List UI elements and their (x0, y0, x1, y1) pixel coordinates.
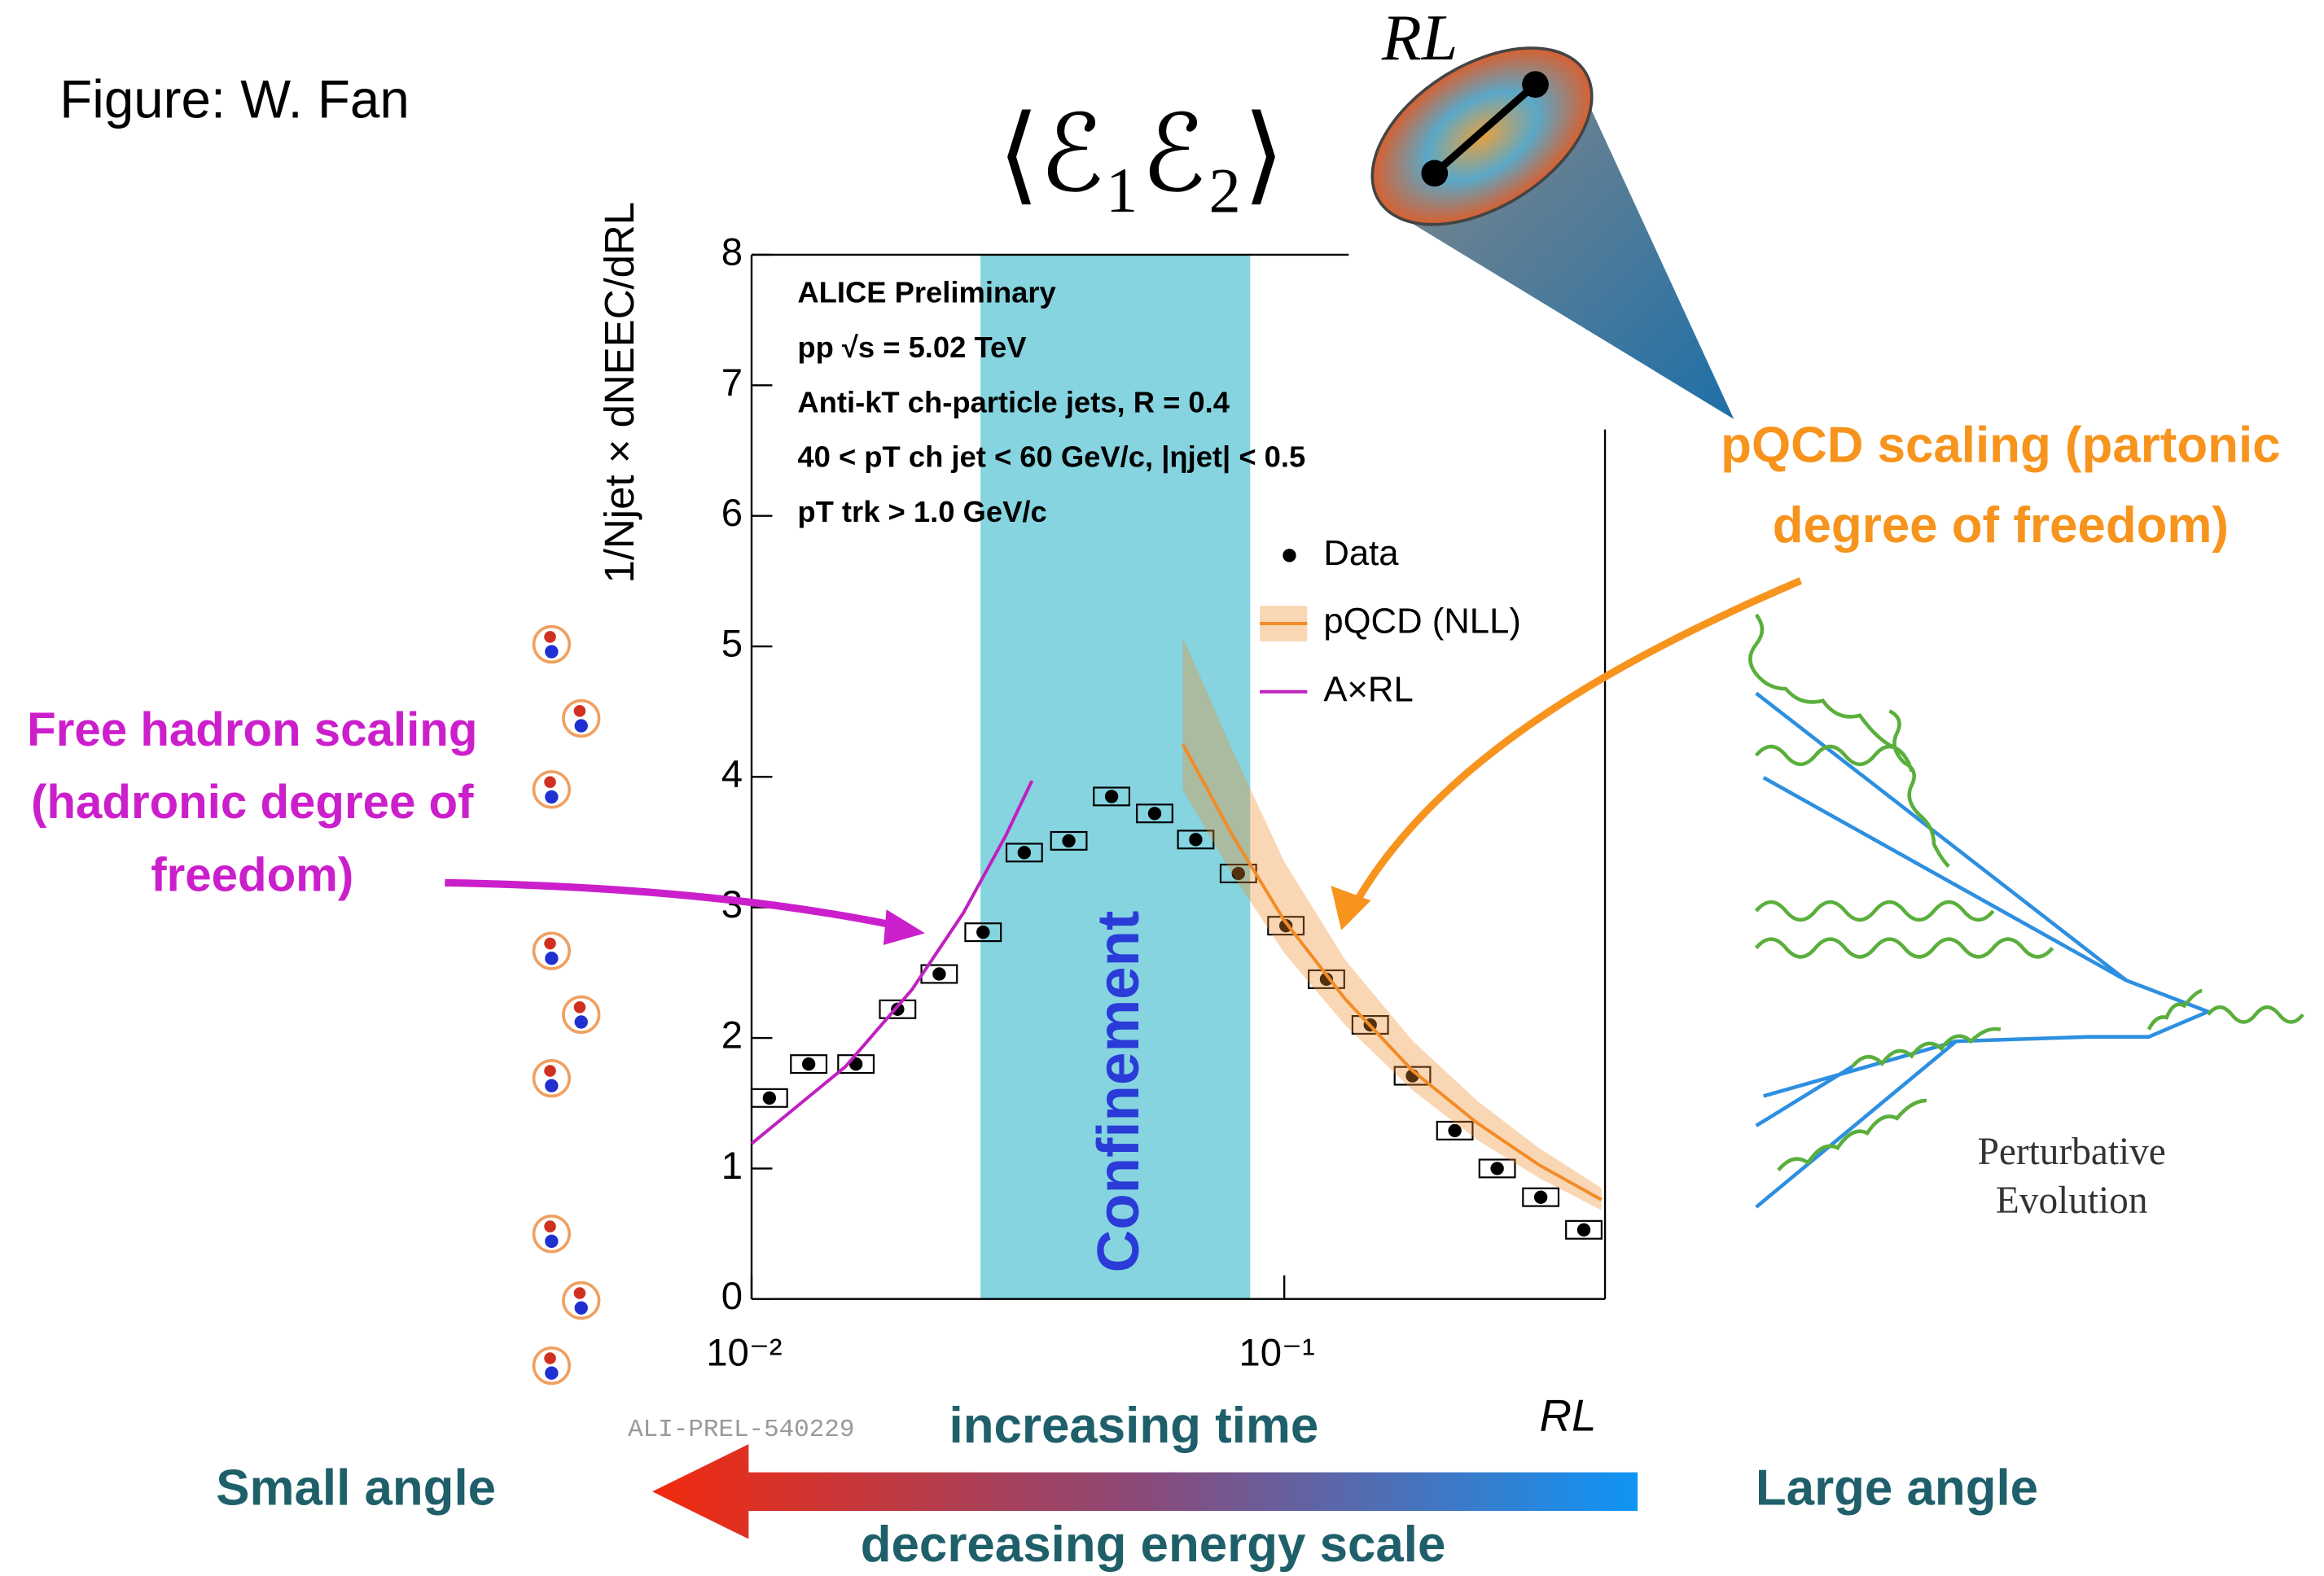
info-line: pT trk > 1.0 GeV/c (797, 495, 1046, 528)
data-point (1018, 846, 1031, 859)
hadron-quark (574, 705, 586, 717)
x-axis-label: RL (1540, 1391, 1597, 1441)
band-label: Confinement (1085, 911, 1151, 1273)
info-line: Anti-kT ch-particle jets, R = 0.4 (797, 385, 1230, 418)
arrow-bottom-label: decreasing energy scale (861, 1517, 1446, 1573)
evolution-note: Perturbative (1978, 1131, 2166, 1173)
credit: Figure: W. Fan (59, 70, 410, 129)
right-end-label: Large angle (1756, 1460, 2038, 1517)
data-point (932, 967, 945, 980)
hadron-quark (545, 1367, 558, 1380)
cone-label: RL (1381, 2, 1458, 74)
y-tick-label: 2 (721, 1014, 743, 1057)
hadron-quark (575, 719, 588, 732)
evolution-diagram (1750, 615, 2303, 1207)
figure: Figure: W. Fan ⟨ℰ₁ℰ₂⟩ Confinement 0 1 2 3 4 5 6… (0, 0, 2324, 1576)
arrow-top-label: increasing time (949, 1398, 1319, 1454)
pqcd-note: degree of freedom) (1773, 497, 2229, 554)
hadron-quark (574, 1287, 586, 1299)
left-end-label: Small angle (216, 1460, 496, 1517)
hadron-quark (544, 1065, 556, 1077)
y-tick-label: 7 (721, 361, 743, 405)
y-tick-label: 4 (721, 753, 743, 796)
hadron-quark (575, 1015, 588, 1028)
hadron-icons (534, 627, 599, 1384)
data-point (1490, 1162, 1503, 1175)
hadron-quark (574, 1001, 586, 1013)
legend-label: pQCD (NLL) (1323, 602, 1521, 641)
x-tick-label: 10⁻¹ (1239, 1331, 1314, 1374)
pqcd-note: pQCD scaling (partonic (1721, 418, 2280, 474)
hadron-quark (545, 790, 558, 803)
plot-area: Confinement 0 1 2 3 4 5 6 7 8 10⁻² 10⁻¹ RL 1/Njet × d… (596, 202, 1605, 1441)
legend-label: Data (1323, 533, 1399, 573)
y-tick-label: 8 (721, 230, 743, 274)
plot-id: ALI-PREL-540229 (628, 1416, 854, 1444)
hadron-quark (575, 1301, 588, 1314)
y-tick-label: 3 (721, 883, 743, 926)
info-line: pp √s = 5.02 TeV (797, 331, 1027, 364)
hadron-note: (hadronic degree of (31, 776, 474, 829)
y-tick-label: 1 (721, 1145, 743, 1188)
legend-marker (1283, 549, 1296, 562)
y-tick-label: 6 (721, 492, 743, 535)
y-tick-label: 5 (721, 623, 743, 666)
y-axis-label: 1/Njet × dNEEC/dRL (596, 202, 642, 584)
hadron-note: freedom) (151, 848, 353, 901)
hadron-quark (545, 645, 558, 658)
legend-label: A×RL (1323, 669, 1413, 709)
data-point (1534, 1190, 1547, 1203)
data-point (1062, 834, 1075, 847)
data-point (976, 926, 989, 939)
data-point (802, 1057, 815, 1070)
hadron-quark (544, 1220, 556, 1232)
x-tick-label: 10⁻² (706, 1331, 782, 1374)
info-line: ALICE Preliminary (797, 276, 1056, 309)
chart-title: ⟨ℰ₁ℰ₂⟩ (998, 96, 1284, 214)
hadron-quark (544, 1352, 556, 1364)
hadron-arrow (445, 882, 889, 924)
hadron-quark (545, 952, 558, 965)
data-point (1189, 833, 1202, 846)
hadron-quark (545, 1235, 558, 1248)
hadron-quark (544, 938, 556, 950)
data-point (1577, 1224, 1590, 1237)
info-line: 40 < pT ch jet < 60 GeV/c, |ηjet| < 0.5 (797, 440, 1305, 475)
hadron-note: Free hadron scaling (27, 703, 477, 756)
hadron-quark (545, 1079, 558, 1092)
hadron-quark (544, 631, 556, 643)
evolution-note: Evolution (1996, 1180, 2148, 1222)
hadron-arrowhead (884, 909, 925, 945)
hadron-quark (544, 776, 556, 788)
y-tick-label: 0 (721, 1275, 743, 1318)
data-point (1105, 790, 1118, 803)
data-point (1148, 807, 1161, 820)
data-point (763, 1092, 776, 1105)
